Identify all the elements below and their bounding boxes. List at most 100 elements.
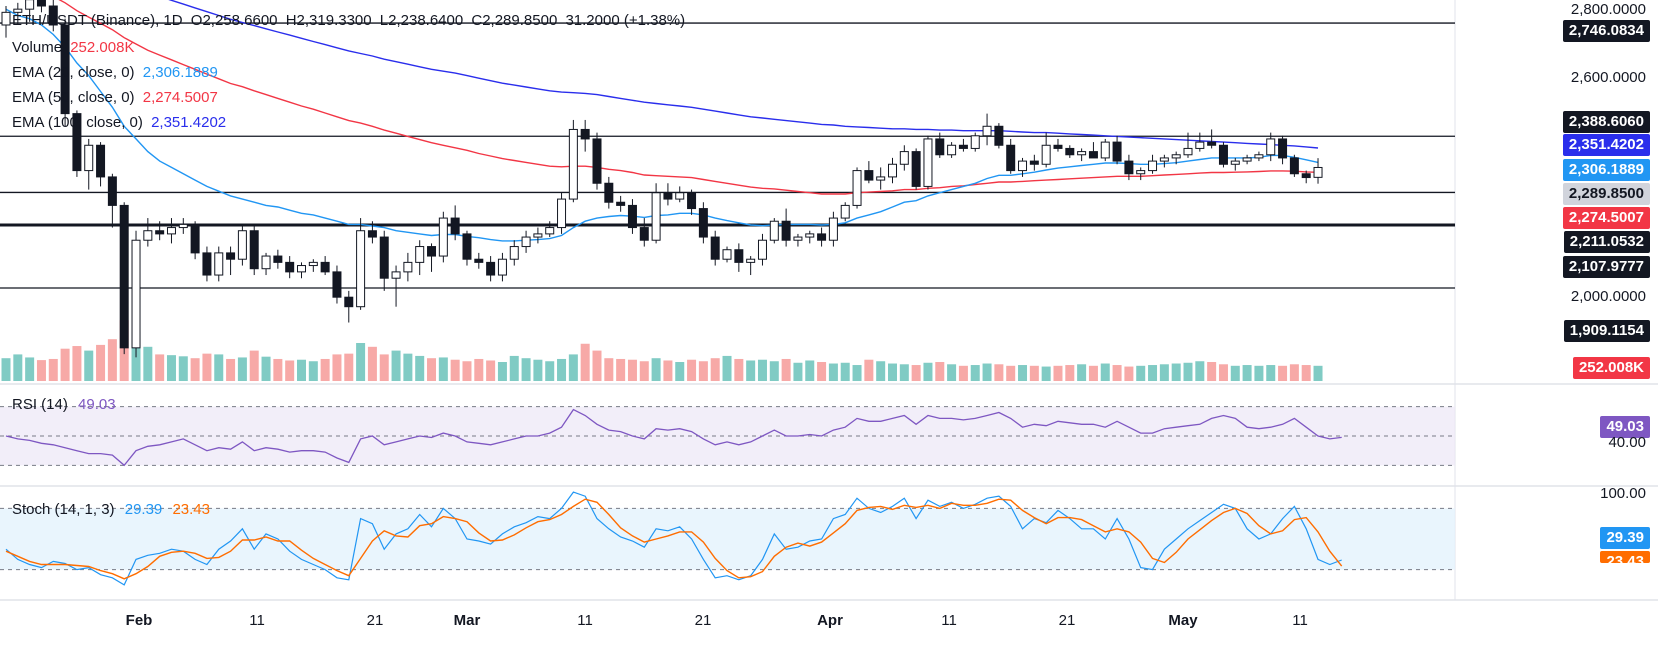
x-tick-mar: Mar bbox=[453, 612, 481, 629]
price-tick-2600: 2,600.0000 bbox=[1570, 69, 1646, 86]
volume-bar bbox=[710, 358, 720, 381]
volume-badge: 252.008K bbox=[1572, 357, 1650, 379]
candle-body bbox=[190, 223, 200, 254]
candle-body bbox=[1278, 138, 1288, 159]
candle-body bbox=[403, 261, 413, 273]
volume-bar bbox=[202, 353, 212, 381]
candle-body bbox=[1313, 166, 1323, 178]
candle-body bbox=[1077, 151, 1087, 156]
candle-body bbox=[970, 135, 980, 149]
candle-body bbox=[1124, 160, 1134, 175]
candle-body bbox=[899, 151, 909, 165]
candle-body bbox=[1254, 154, 1264, 159]
x-tick-may: May bbox=[1168, 612, 1198, 629]
candle-body bbox=[497, 258, 507, 276]
volume-bar bbox=[616, 358, 626, 381]
ema50-line bbox=[58, 0, 1319, 195]
ema20-legend[interactable]: EMA (20, close, 0) 2,306.1889 bbox=[12, 64, 222, 81]
volume-bar bbox=[332, 354, 342, 381]
volume-bar bbox=[1313, 365, 1323, 381]
volume-bar bbox=[1065, 365, 1075, 381]
candle-body bbox=[722, 249, 732, 260]
volume-bar bbox=[13, 354, 23, 381]
candle-body bbox=[214, 252, 224, 276]
candle-body bbox=[734, 249, 744, 263]
volume-bar bbox=[178, 356, 188, 381]
volume-bar bbox=[403, 353, 413, 381]
volume-bar bbox=[1100, 363, 1110, 381]
candle-body bbox=[391, 271, 401, 279]
volume-bar bbox=[261, 356, 271, 381]
candle-body bbox=[805, 233, 815, 238]
ema100-line bbox=[168, 0, 1319, 149]
candle-body bbox=[1183, 147, 1193, 156]
ema100-label: EMA (100, close, 0) bbox=[12, 114, 143, 131]
volume-bar bbox=[828, 363, 838, 381]
stoch-k-legend-value: 29.39 bbox=[124, 501, 163, 518]
volume-bar bbox=[769, 361, 779, 381]
candle-body bbox=[923, 138, 933, 187]
rsi-legend[interactable]: RSI (14) 49.03 bbox=[12, 396, 116, 413]
candle-body bbox=[143, 230, 153, 241]
candle-body bbox=[864, 170, 874, 181]
candle-body bbox=[155, 230, 165, 235]
volume-legend[interactable]: Volume 252.008K bbox=[12, 39, 138, 56]
volume-bar bbox=[308, 361, 318, 381]
volume-bar bbox=[1183, 362, 1193, 381]
volume-bar bbox=[1218, 364, 1228, 381]
volume-bar bbox=[486, 360, 496, 381]
candle-body bbox=[1207, 141, 1217, 146]
x-tick-feb-11: 11 bbox=[249, 612, 265, 629]
volume-bar bbox=[580, 343, 590, 381]
volume-bar bbox=[639, 361, 649, 381]
candle-body bbox=[1065, 147, 1075, 156]
stoch-legend[interactable]: Stoch (14, 1, 3) 29.39 23.43 bbox=[12, 501, 210, 518]
volume-bar bbox=[356, 343, 366, 381]
volume-bar bbox=[25, 357, 35, 381]
candle-body bbox=[533, 233, 543, 238]
volume-bar bbox=[1077, 364, 1087, 381]
candle-body bbox=[48, 5, 58, 26]
volume-bar bbox=[1254, 365, 1264, 381]
volume-bar bbox=[1041, 366, 1051, 381]
candle-body bbox=[462, 233, 472, 260]
candle-body bbox=[698, 208, 708, 238]
volume-bar bbox=[746, 360, 756, 381]
volume-bar bbox=[320, 358, 330, 381]
ema50-legend[interactable]: EMA (50, close, 0) 2,274.5007 bbox=[12, 89, 222, 106]
candle-body bbox=[982, 125, 992, 137]
volume-bar bbox=[1266, 365, 1276, 381]
candle-body bbox=[166, 227, 176, 235]
close-value: C2,289.8500 bbox=[471, 12, 558, 29]
volume-bar bbox=[190, 358, 200, 381]
x-tick-apr-21: 21 bbox=[1058, 612, 1076, 629]
candle-body bbox=[545, 227, 555, 235]
volume-bar bbox=[592, 350, 602, 381]
ohlc-header: ETH/USDT (Binance), 1D O2,258.6600 H2,31… bbox=[12, 12, 689, 29]
candle-body bbox=[557, 198, 567, 229]
volume-bar bbox=[899, 364, 909, 381]
rsi-badge: 49.03 bbox=[1600, 416, 1650, 438]
candle-body bbox=[604, 182, 614, 203]
candle-body bbox=[131, 239, 141, 349]
ema100-legend[interactable]: EMA (100, close, 0) 2,351.4202 bbox=[12, 114, 230, 131]
candle-body bbox=[947, 144, 957, 156]
candle-body bbox=[379, 236, 389, 279]
candle-body bbox=[958, 144, 968, 149]
candle-body bbox=[935, 138, 945, 156]
candle-body bbox=[1301, 173, 1311, 179]
ema100-legend-value: 2,351.4202 bbox=[151, 114, 227, 131]
volume-bar bbox=[722, 355, 732, 381]
volume-bar bbox=[675, 362, 685, 381]
volume-bar bbox=[1242, 365, 1252, 381]
stoch-label: Stoch (14, 1, 3) bbox=[12, 501, 115, 518]
volume-bar bbox=[391, 350, 401, 381]
candle-body bbox=[249, 230, 259, 270]
volume-bar bbox=[1301, 365, 1311, 381]
candle-body bbox=[474, 258, 484, 263]
candle-body bbox=[663, 192, 673, 200]
candle-body bbox=[651, 192, 661, 241]
stoch-k-badge: 29.39 bbox=[1600, 527, 1650, 549]
